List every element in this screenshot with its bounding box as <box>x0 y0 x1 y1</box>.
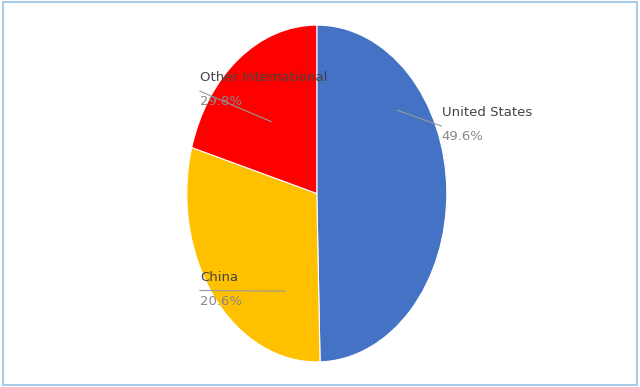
Text: 29.8%: 29.8% <box>200 95 242 108</box>
Text: 20.6%: 20.6% <box>200 295 242 308</box>
Wedge shape <box>187 147 320 362</box>
Text: United States: United States <box>442 106 532 120</box>
Text: 49.6%: 49.6% <box>442 130 483 143</box>
Text: Other International: Other International <box>200 71 327 84</box>
Wedge shape <box>317 25 447 362</box>
Wedge shape <box>192 25 317 194</box>
Text: China: China <box>200 271 238 284</box>
